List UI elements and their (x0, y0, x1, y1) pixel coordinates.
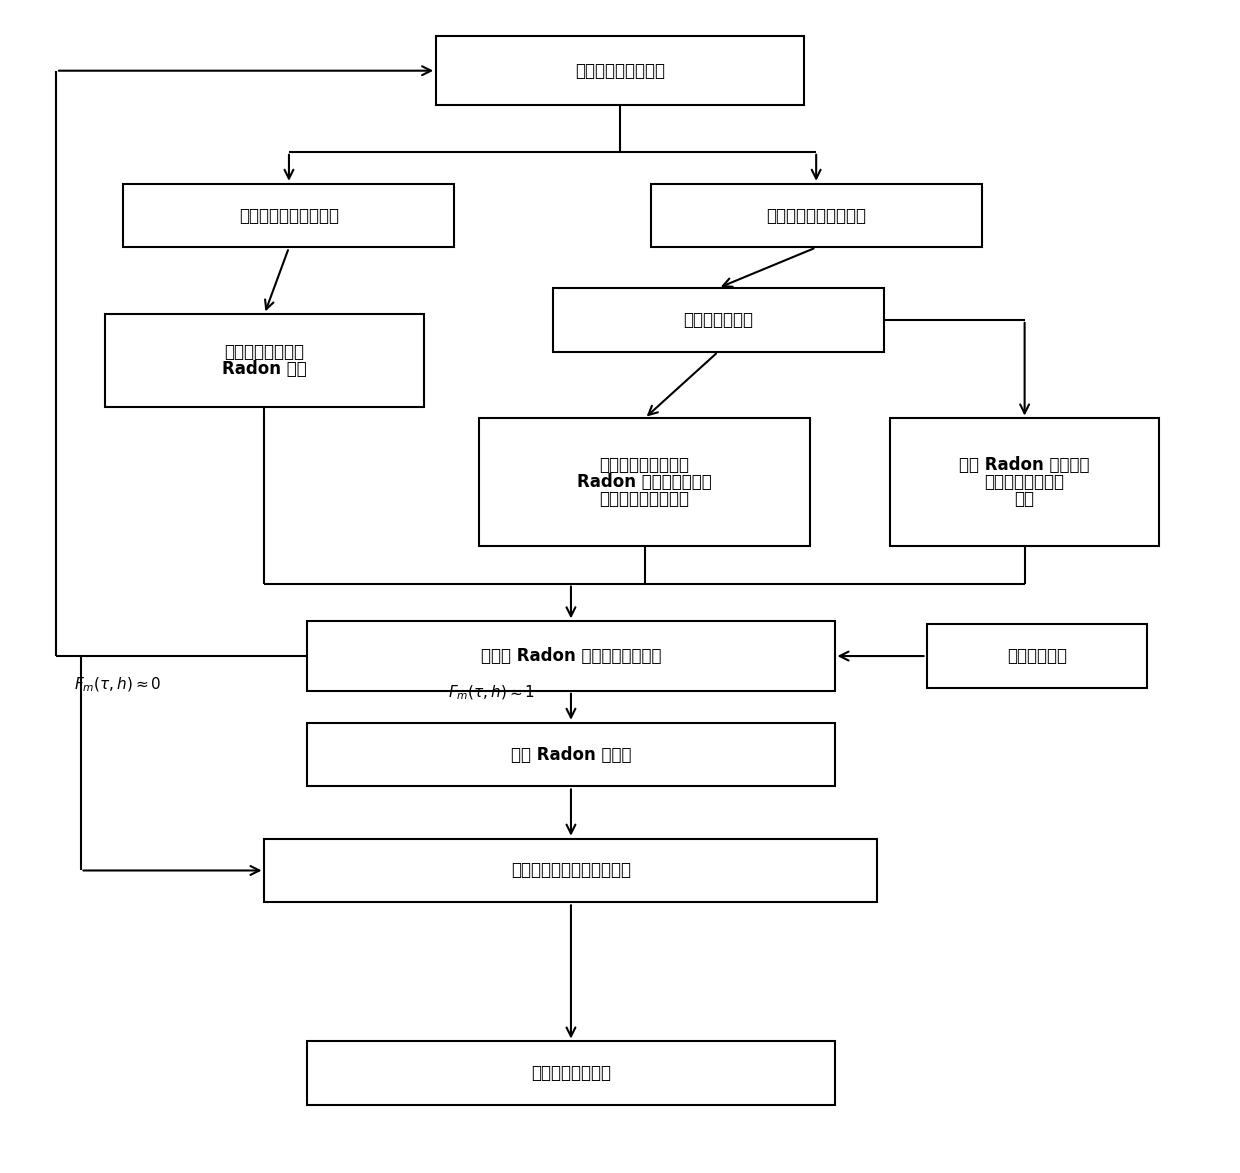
Bar (308, 723, 835, 786)
Bar (124, 184, 455, 248)
Text: 反馈循环法预测多次波: 反馈循环法预测多次波 (239, 206, 339, 224)
Bar (264, 839, 878, 902)
Bar (926, 624, 1147, 687)
Text: 自适应滤波器: 自适应滤波器 (1007, 647, 1066, 665)
Text: 获取预测误差的双曲: 获取预测误差的双曲 (599, 456, 689, 474)
Text: $F_m(\tau,h)\approx1$: $F_m(\tau,h)\approx1$ (449, 684, 536, 703)
Text: 原始浅地层剖面数据: 原始浅地层剖面数据 (575, 62, 665, 80)
Text: 双曲 Radon 反变换: 双曲 Radon 反变换 (511, 746, 631, 764)
Text: 在双曲 Radon 域获得多次波能量: 在双曲 Radon 域获得多次波能量 (481, 647, 661, 665)
Text: 预测多次波的双曲: 预测多次波的双曲 (224, 343, 305, 361)
Text: 原始数据与多次波模型相减: 原始数据与多次波模型相减 (511, 861, 631, 880)
Bar (105, 314, 424, 407)
Text: 预测多次波成分: 预测多次波成分 (683, 311, 753, 328)
Bar (890, 419, 1159, 545)
Text: Radon 变换（包含有效: Radon 变换（包含有效 (577, 473, 712, 491)
Text: 多次波压制后数据: 多次波压制后数据 (531, 1064, 611, 1083)
Text: $F_m(\tau,h)\approx0$: $F_m(\tau,h)\approx0$ (74, 676, 162, 694)
Text: 波和长周期多次波）: 波和长周期多次波） (599, 490, 689, 508)
Bar (651, 184, 982, 248)
Text: 双曲 Radon 变换（包: 双曲 Radon 变换（包 (960, 456, 1090, 474)
Text: 波）: 波） (1014, 490, 1034, 508)
Bar (479, 419, 810, 545)
Text: Radon 变换: Radon 变换 (222, 360, 306, 378)
Bar (553, 289, 884, 352)
Bar (436, 36, 804, 106)
Bar (308, 1042, 835, 1105)
Text: 含中短周期的多次: 含中短周期的多次 (985, 473, 1065, 491)
Text: 预测反褶积预测多次波: 预测反褶积预测多次波 (766, 206, 867, 224)
Bar (308, 622, 835, 691)
